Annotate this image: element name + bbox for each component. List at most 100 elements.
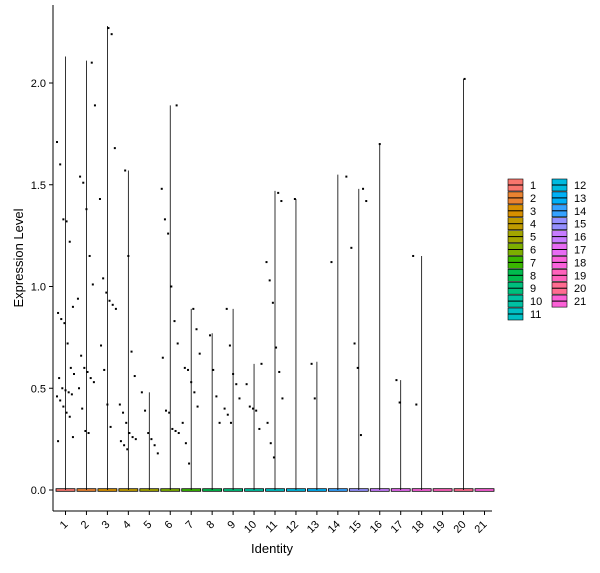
axes xyxy=(52,5,492,512)
data-point xyxy=(173,320,176,323)
data-point xyxy=(59,163,62,166)
x-tick-label: 7 xyxy=(184,519,197,532)
data-point xyxy=(89,377,92,380)
data-point xyxy=(167,232,170,235)
x-tick-label: 19 xyxy=(431,519,448,536)
violin-9 xyxy=(223,308,244,492)
data-point xyxy=(82,181,85,184)
data-point xyxy=(258,427,261,430)
violin-15 xyxy=(348,188,369,492)
legend-label: 9 xyxy=(530,283,536,295)
data-point xyxy=(170,285,173,288)
data-point xyxy=(61,387,64,390)
data-point xyxy=(125,421,128,424)
data-point xyxy=(190,381,193,384)
legend-item-8: 8 xyxy=(507,268,536,282)
data-point xyxy=(156,452,159,455)
legend-item-5: 5 xyxy=(507,230,536,244)
data-point xyxy=(226,413,229,416)
data-point xyxy=(58,377,61,380)
data-point xyxy=(350,246,353,249)
data-point xyxy=(463,77,466,80)
data-point xyxy=(181,421,184,424)
data-point xyxy=(65,220,68,223)
data-point xyxy=(127,254,130,257)
data-point xyxy=(91,283,94,286)
data-point xyxy=(266,421,269,424)
data-point xyxy=(105,291,108,294)
data-point xyxy=(275,346,278,349)
data-point xyxy=(187,368,190,371)
violin-16 xyxy=(369,144,390,492)
data-point xyxy=(177,432,180,435)
data-point xyxy=(198,352,201,355)
data-point xyxy=(271,301,274,304)
data-point xyxy=(395,379,398,382)
violin-base xyxy=(432,488,453,492)
data-point xyxy=(215,395,218,398)
data-point xyxy=(128,432,131,435)
data-point xyxy=(192,307,195,310)
data-point xyxy=(281,397,284,400)
legend-item-18: 18 xyxy=(551,256,586,269)
data-point xyxy=(133,375,136,378)
legend-label: 1 xyxy=(530,180,536,192)
data-point xyxy=(57,440,60,443)
data-point xyxy=(209,334,212,337)
data-point xyxy=(362,187,365,190)
legend-label: 2 xyxy=(530,193,536,205)
data-point xyxy=(73,373,75,376)
violin-2 xyxy=(76,60,97,492)
data-point xyxy=(228,344,231,347)
legend-item-12: 12 xyxy=(551,178,586,192)
data-point xyxy=(113,147,116,150)
x-tick-label: 11 xyxy=(264,519,281,536)
legend-item-7: 7 xyxy=(507,256,536,269)
data-point xyxy=(163,218,166,221)
violin-5 xyxy=(139,392,160,492)
violin-19 xyxy=(432,488,453,492)
legend-item-10: 10 xyxy=(507,294,542,308)
data-point xyxy=(378,143,381,146)
violins xyxy=(55,26,495,492)
data-point xyxy=(76,297,79,300)
data-point xyxy=(153,444,156,447)
data-point xyxy=(140,391,143,394)
data-point xyxy=(160,187,163,190)
data-point xyxy=(265,261,268,264)
data-point xyxy=(229,421,232,424)
data-point xyxy=(107,27,110,30)
data-point xyxy=(126,448,129,451)
x-ticks: 1 2 3 4 5 6 7 8 9 10 11 12 13 14 15 16 17 18 19 20 21 xyxy=(58,511,490,536)
data-point xyxy=(90,61,93,64)
data-point xyxy=(56,395,58,398)
legend-item-15: 15 xyxy=(551,217,586,231)
x-tick-label: 21 xyxy=(472,519,489,536)
legend-label: 7 xyxy=(530,257,536,269)
data-point xyxy=(66,342,69,345)
data-point xyxy=(248,405,251,408)
x-tick-label: 4 xyxy=(121,519,134,532)
violin-10 xyxy=(244,363,264,492)
y-tick-label: 1.0 xyxy=(31,282,46,294)
data-point xyxy=(150,438,153,441)
legend-label: 17 xyxy=(574,245,586,257)
data-point xyxy=(103,368,106,371)
legend-label: 10 xyxy=(530,296,542,308)
violin-14 xyxy=(327,174,348,492)
data-point xyxy=(161,356,164,359)
data-point xyxy=(69,366,72,369)
legend-item-16: 16 xyxy=(551,230,586,244)
data-point xyxy=(111,303,114,306)
legend-label: 11 xyxy=(530,309,541,321)
legend-label: 21 xyxy=(574,296,586,308)
legend-item-19: 19 xyxy=(551,268,586,282)
data-point xyxy=(293,197,296,200)
x-tick-label: 2 xyxy=(79,519,92,532)
x-tick-label: 10 xyxy=(242,519,259,536)
x-tick-label: 6 xyxy=(163,519,176,532)
violin-3 xyxy=(97,26,118,492)
